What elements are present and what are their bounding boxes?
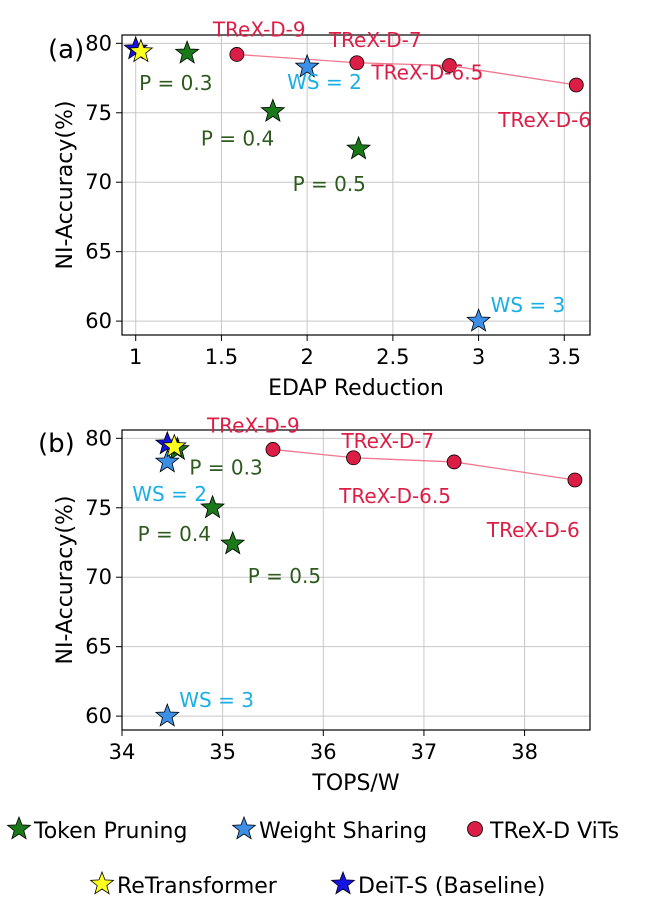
point-label: TReX-D-6.5 (338, 484, 451, 508)
legend-label-trex-d-vits: TReX-D ViTs (489, 819, 619, 844)
legend-marker-weight-sharing (231, 815, 257, 840)
weight-sharing-star-point (294, 53, 320, 78)
plot-frame (121, 429, 591, 731)
x-tick-label: 1 (129, 345, 142, 369)
x-tick-label: 34 (109, 740, 136, 764)
trex-point (442, 58, 457, 73)
legend-label-retransformer: ReTransformer (117, 874, 278, 899)
point-label: TReX-D-6 (486, 518, 580, 542)
weight-sharing-star-point (154, 702, 180, 727)
retransformer-star-point (161, 433, 187, 458)
trex-connecting-line (236, 53, 577, 86)
point-label: P = 0.4 (201, 126, 274, 150)
trex-point (265, 442, 281, 457)
y-tick-label: 60 (85, 704, 112, 728)
point-label: TReX-D-6 (497, 108, 591, 132)
weight-sharing-star-point (466, 307, 492, 332)
trex-point (349, 55, 365, 71)
retransformer-star-point (128, 38, 154, 63)
x-axis-title: EDAP Reduction (268, 376, 444, 401)
trex-point (446, 454, 462, 470)
y-tick-label: 80 (85, 31, 112, 55)
chart-panel-b: 34 35 36 37 38 60 65 70 75 80 TOPS/W NI-Accuracy(%)… (38, 413, 591, 796)
token-pruning-star-point (346, 135, 372, 160)
point-label: P = 0.4 (138, 522, 211, 546)
x-tick-label: 2.5 (376, 345, 409, 369)
x-tick-label: 3 (472, 345, 485, 369)
y-axis-title: NI-Accuracy(%) (53, 496, 78, 665)
point-label: TReX-D-9 (206, 413, 300, 437)
point-label: WS = 3 (491, 293, 566, 317)
y-tick-label: 65 (85, 635, 112, 659)
y-tick-label: 75 (85, 101, 112, 125)
x-tick-label: 1.5 (205, 345, 238, 369)
chart-panel-a: 1 1.5 2 2.5 3 3.5 60 65 70 75 80 EDAP Reduction NI-A… (48, 17, 591, 401)
panel-label: (a) (48, 35, 84, 65)
y-tick-label: 70 (85, 565, 112, 589)
legend-label-token-pruning: Token Pruning (33, 819, 187, 844)
y-tick-label: 75 (85, 496, 112, 520)
point-label: WS = 3 (179, 688, 254, 712)
point-label: P = 0.3 (189, 455, 262, 479)
y-tick-label: 60 (85, 309, 112, 333)
x-tick-label: 2 (300, 345, 313, 369)
plot-frame (121, 34, 591, 336)
y-tick-label: 65 (85, 240, 112, 264)
point-label: WS = 2 (132, 482, 207, 506)
point-label: TReX-D-9 (212, 17, 306, 41)
point-label: TReX-D-6.5 (370, 61, 483, 85)
x-tick-label: 3.5 (548, 345, 581, 369)
point-label: TReX-D-7 (328, 28, 422, 52)
point-label: P = 0.5 (248, 564, 321, 588)
token-pruning-star-point (174, 39, 200, 64)
point-label: P = 0.3 (139, 71, 212, 95)
trex-connecting-line (272, 448, 575, 481)
x-tick-label: 36 (310, 740, 337, 764)
point-label: TReX-D-7 (340, 429, 434, 453)
legend-label-deit-s-baseline: DeiT-S (Baseline) (358, 874, 545, 899)
point-label: WS = 2 (287, 70, 362, 94)
trex-point (568, 77, 584, 93)
token-pruning-star-point (200, 494, 226, 519)
y-tick-label: 70 (85, 170, 112, 194)
legend-marker-token-pruning (6, 815, 32, 840)
legend-marker-retransformer (89, 870, 115, 895)
panel-label: (b) (38, 429, 75, 459)
legend-marker-trex-d-vits (467, 821, 483, 837)
trex-point (346, 450, 361, 466)
trex-point (229, 47, 245, 62)
y-axis-title: NI-Accuracy(%) (53, 101, 78, 270)
legend-marker-deit-s-baseline (330, 870, 356, 895)
x-tick-label: 38 (511, 740, 538, 764)
legend: Token Pruning Weight Sharing TReX-D ViTs Re… (6, 815, 619, 899)
point-label: P = 0.5 (293, 172, 366, 196)
x-axis-title: TOPS/W (311, 771, 399, 796)
token-pruning-star-point (260, 98, 286, 123)
legend-label-weight-sharing: Weight Sharing (259, 819, 427, 844)
x-tick-label: 37 (411, 740, 438, 764)
x-tick-label: 35 (209, 740, 236, 764)
weight-sharing-star-point (154, 448, 180, 473)
y-tick-label: 80 (85, 426, 112, 450)
token-pruning-star-point (220, 530, 246, 555)
trex-point (567, 472, 583, 488)
